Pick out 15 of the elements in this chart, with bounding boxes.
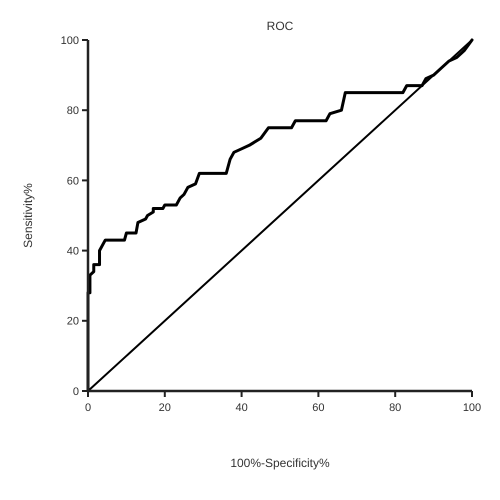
x-tick-label: 60 — [312, 402, 325, 414]
chart-title: ROC — [266, 19, 294, 33]
x-tick-label: 80 — [389, 402, 402, 414]
y-axis-title: Sensitivity% — [21, 182, 35, 248]
x-tick-label: 20 — [158, 402, 171, 414]
x-tick-label: 40 — [235, 402, 248, 414]
x-axis-title: 100%-Specificity% — [230, 456, 330, 470]
y-tick-label: 80 — [66, 105, 79, 118]
y-tick-label: 0 — [72, 386, 79, 398]
y-tick-label: 100 — [60, 34, 79, 47]
y-tick-label: 20 — [66, 316, 79, 328]
x-tick-label: 100 — [462, 402, 482, 414]
x-tick-label: 0 — [84, 402, 92, 414]
y-tick-label: 40 — [66, 245, 79, 258]
y-tick-label: 60 — [66, 175, 79, 188]
